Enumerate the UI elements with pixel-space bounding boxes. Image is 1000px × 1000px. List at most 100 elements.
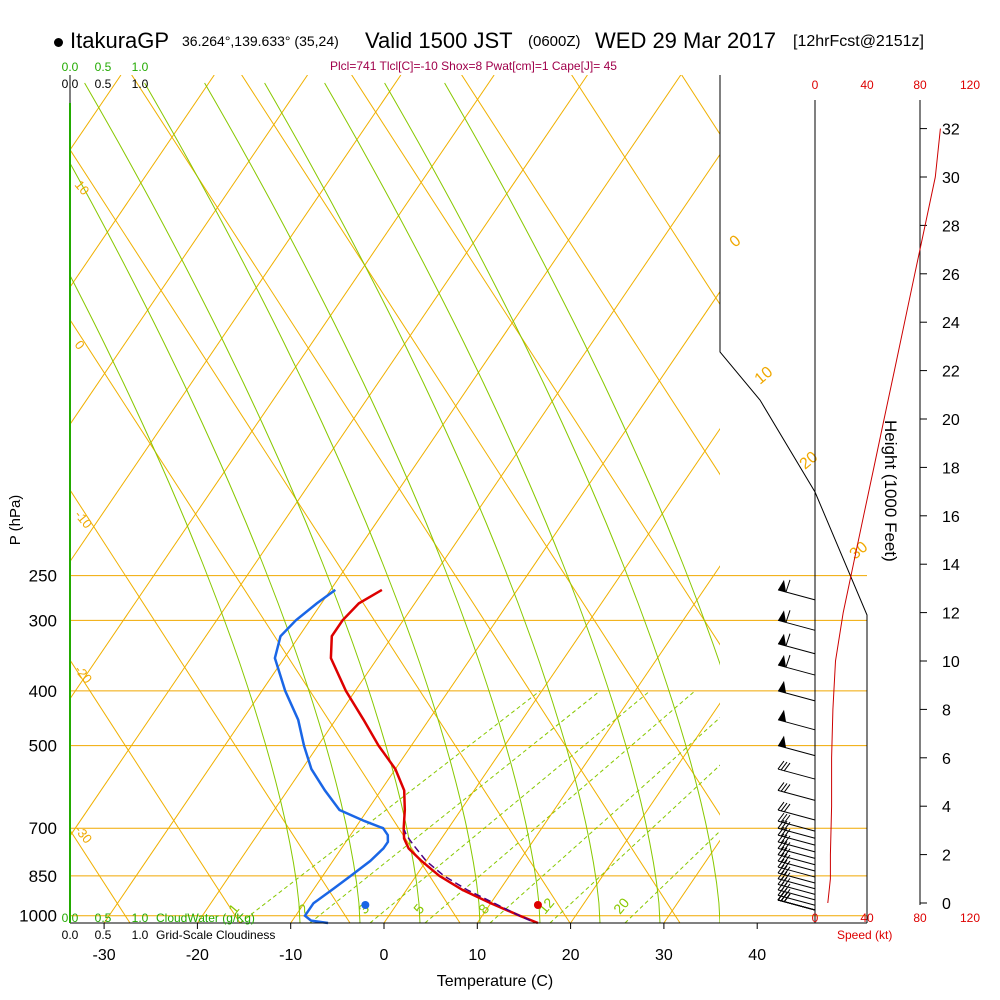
- wind-feather: [780, 841, 788, 850]
- moist-adiabat-line: [384, 82, 720, 923]
- wind-feather: [780, 783, 788, 792]
- isotherm-label: 20: [797, 449, 822, 474]
- station-name: ItakuraGP: [70, 28, 170, 53]
- moist-adiabat-line: [444, 82, 720, 666]
- wind-feather: [780, 761, 788, 771]
- wind-barb: [777, 899, 816, 911]
- y-tick-label: 1000: [19, 907, 57, 926]
- cloudiness-bottom-tick: 0.0: [62, 928, 79, 942]
- cloudwater-top-tick: 0.0: [62, 60, 79, 74]
- dry-adiabat-line: [960, 0, 1000, 923]
- chart-header: ItakuraGP 36.264°,139.633° (35,24) Valid…: [0, 0, 1000, 73]
- wind-feather: [785, 610, 791, 623]
- valid-time: Valid 1500 JST: [365, 28, 513, 53]
- height-tick-label: 12: [942, 606, 960, 623]
- mixing-ratio-line: [424, 690, 696, 923]
- mixing-ratio-line: [549, 764, 720, 923]
- cloudiness-top-tick: 0.5: [95, 77, 112, 91]
- speed-label: Speed (kt): [837, 928, 892, 942]
- height-tick-label: 10: [942, 654, 960, 671]
- isotherm-line: [70, 75, 402, 563]
- isotherm-line: [476, 565, 720, 923]
- height-tick-label: 4: [942, 799, 951, 816]
- profile-line-0: [329, 588, 539, 925]
- dry-adiabat-line: [70, 489, 351, 923]
- mixing-ratio-line: [369, 690, 651, 923]
- wind-feather: [780, 802, 788, 812]
- height-tick-label: 14: [942, 557, 960, 574]
- plot-boundary: [719, 75, 868, 923]
- wind-feather: [777, 852, 785, 862]
- wind-feather: [783, 803, 791, 813]
- speed-bottom-tick: 0: [812, 911, 819, 925]
- wind-feather: [783, 762, 791, 772]
- wind-feather: [777, 891, 785, 901]
- wind-flag: [778, 735, 786, 748]
- wind-feather: [783, 848, 791, 858]
- wind-feather: [783, 842, 791, 851]
- wind-feather: [777, 812, 785, 822]
- wind-flag: [778, 709, 786, 722]
- wind-feather: [783, 784, 791, 793]
- moist-adiabat-line: [84, 82, 421, 923]
- wind-feather: [777, 801, 785, 811]
- moist-adiabat-line: [204, 82, 541, 923]
- dry-adiabat-line: [850, 0, 1000, 923]
- stability-indices: Plcl=741 Tlcl[C]=-10 Shox=8 Pwat[cm]=1 C…: [330, 59, 617, 73]
- x-tick-label: -10: [279, 947, 302, 964]
- wind-feather: [783, 860, 791, 870]
- profile-line-2: [403, 829, 531, 922]
- moist-adiabat-line: [70, 162, 361, 923]
- mixing-ratio-label: 20: [610, 895, 632, 917]
- cloudiness-bottom-tick: 1.0: [132, 928, 149, 942]
- surface-point-1: [361, 901, 370, 909]
- isotherm-grid: [70, 75, 1000, 923]
- wind-barb: [777, 643, 816, 655]
- wind-feather: [780, 820, 788, 830]
- x-axis-label: Temperature (C): [437, 973, 553, 990]
- isotherm-line: [851, 75, 1000, 923]
- dry-adiabat-line: [70, 659, 241, 923]
- speed-top-tick: 120: [960, 78, 980, 92]
- dry-adiabat-line: [740, 0, 1000, 923]
- wind-feather: [780, 892, 788, 902]
- wind-feather: [777, 870, 785, 880]
- wind-feather: [785, 654, 791, 668]
- profile-line-1: [273, 588, 390, 925]
- height-tick-label: 32: [942, 122, 960, 139]
- wind-feather: [777, 833, 785, 843]
- isotherm-line: [196, 153, 720, 923]
- isotherm-label: 10: [752, 364, 777, 389]
- y-axis-label: P (hPa): [7, 495, 24, 546]
- dry-adiabat-line: [241, 75, 720, 816]
- wind-barb: [777, 664, 816, 676]
- x-tick-label: 10: [468, 947, 486, 964]
- isotherm-line: [570, 702, 720, 923]
- scales-layer: 0.0 0.0 0.5 0.5 1.0 1.0 0.0 0.0 0.5 0.5 1.0 1.0 Clou…: [62, 60, 981, 942]
- isotherm-line: [290, 290, 720, 923]
- mixing-ratio-line: [239, 690, 541, 923]
- wind-feather: [777, 864, 785, 874]
- isotherm-line: [70, 75, 588, 837]
- height-tick-label: 24: [942, 315, 960, 332]
- speed-bottom-tick: 80: [913, 911, 927, 925]
- isobar-grid: [70, 575, 867, 917]
- wind-barb: [777, 719, 816, 731]
- speed-bottom-tick: 40: [860, 911, 874, 925]
- cloudwater-bottom-tick: 0.0: [62, 911, 79, 925]
- wind-feather: [777, 826, 785, 836]
- cloudwater-label: CloudWater (g/Kg): [156, 911, 255, 925]
- dry-adiabat-line: [0, 0, 20, 923]
- moist-adiabat-line: [264, 82, 601, 923]
- x-tick-label: 0: [380, 947, 389, 964]
- y-tick-label: 850: [29, 867, 57, 886]
- surface-point-0: [533, 901, 542, 909]
- mixing-ratio-line: [309, 690, 601, 923]
- wind-feather: [780, 859, 788, 869]
- isotherm-line: [944, 75, 1000, 923]
- wind-feather: [780, 827, 788, 837]
- wind-feather: [780, 853, 788, 863]
- isotherm-line: [383, 427, 720, 923]
- y-tick-label: 300: [29, 611, 57, 630]
